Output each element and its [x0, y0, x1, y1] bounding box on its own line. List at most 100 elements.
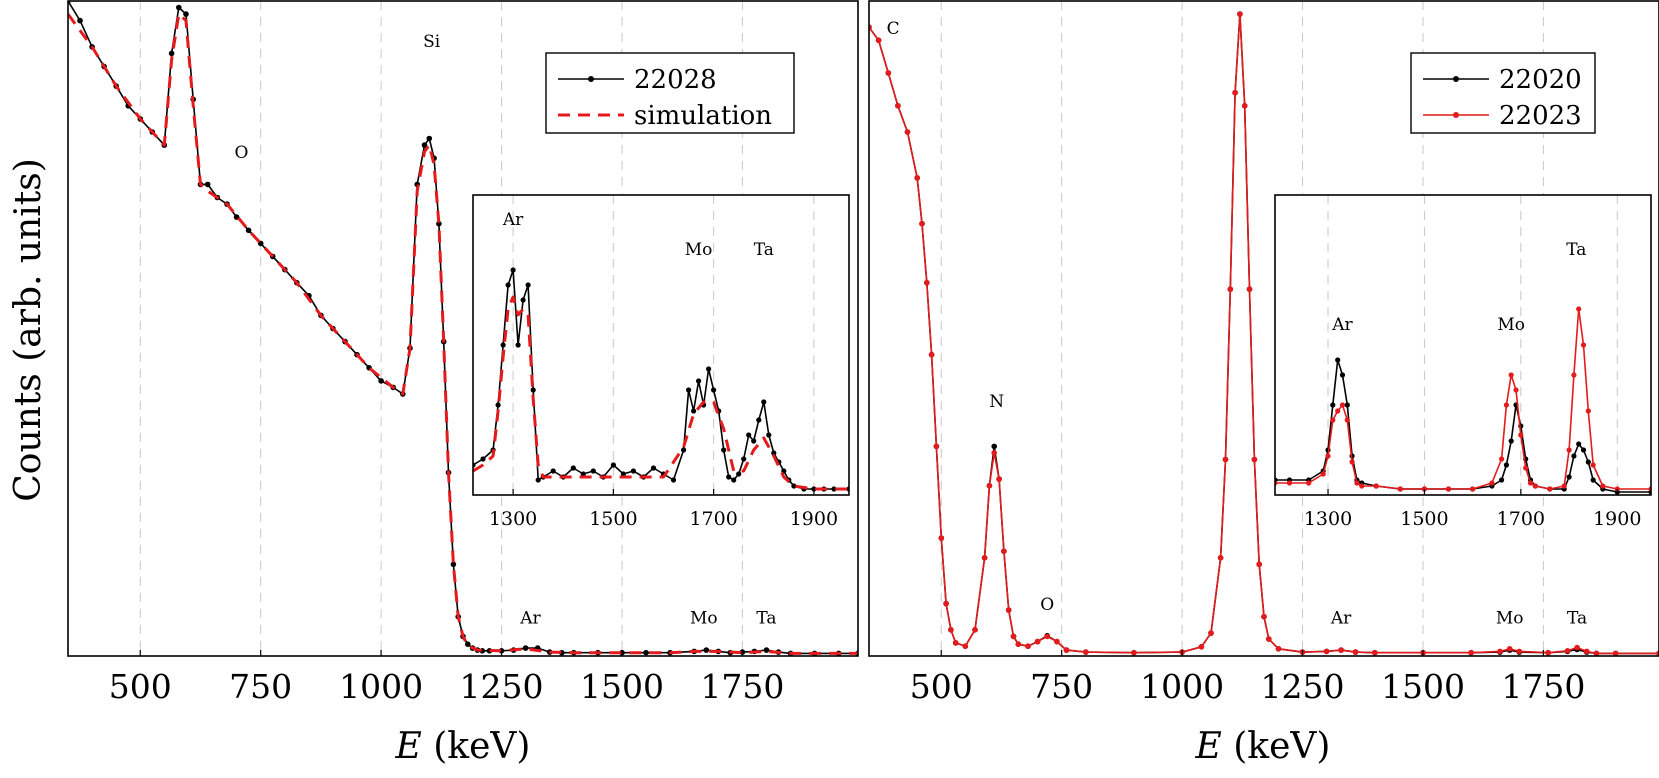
data-point [1034, 638, 1041, 645]
series-simulation [68, 12, 858, 655]
legend-entry: 22023 [1423, 101, 1582, 131]
data-point [691, 408, 697, 414]
data-point [1083, 649, 1089, 655]
data-point [1576, 306, 1582, 312]
data-point [1566, 447, 1572, 453]
x-axis-label-right: E (keV) [1195, 726, 1331, 767]
data-point [520, 297, 526, 303]
data-point [1612, 650, 1619, 656]
data-point [515, 342, 521, 348]
data-point [1198, 644, 1205, 650]
data-point [1005, 607, 1012, 613]
data-point [703, 647, 710, 653]
data-point [721, 447, 727, 453]
data-point [763, 647, 770, 653]
data-point [1445, 486, 1452, 492]
data-point [1217, 555, 1224, 561]
data-point [535, 477, 541, 483]
data-point [1590, 477, 1596, 483]
data-point [426, 135, 433, 142]
data-point [726, 474, 732, 480]
data-point [1330, 417, 1336, 423]
data-point [550, 468, 556, 474]
data-point [885, 70, 892, 76]
peak-label-mo: Mo [1496, 608, 1524, 628]
data-point [168, 50, 175, 57]
data-point [1503, 402, 1509, 408]
peak-label-ar: Ar [1331, 315, 1353, 335]
x-tick-label: 1500 [1381, 667, 1465, 706]
peak-label-ar: Ar [502, 210, 524, 230]
data-point [1571, 372, 1577, 378]
series-22023 [1275, 306, 1651, 492]
plot-area [68, 1, 858, 656]
data-point [1499, 477, 1505, 483]
axis-frame [1274, 194, 1652, 496]
data-point [1566, 474, 1572, 480]
data-point [791, 483, 797, 489]
data-point [1325, 453, 1331, 459]
data-point [933, 443, 940, 450]
peak-label-o: O [234, 143, 248, 163]
legend-box [1410, 52, 1596, 134]
data-point [1585, 408, 1591, 414]
data-point [746, 432, 752, 438]
data-point [1545, 649, 1551, 656]
data-point [996, 476, 1002, 482]
legend: 22020 22023 [1410, 52, 1596, 134]
data-point [761, 399, 767, 405]
data-point [681, 447, 687, 453]
legend-label: 22028 [634, 65, 717, 95]
data-point [643, 649, 649, 656]
legend-label: 22020 [1499, 65, 1582, 95]
peak-label-mo: Mo [690, 608, 718, 628]
data-point [1576, 441, 1582, 447]
data-point [711, 387, 717, 393]
data-point [630, 468, 637, 474]
data-point [948, 627, 954, 633]
data-point [1015, 641, 1022, 647]
data-point [570, 465, 576, 471]
peak-label-si: Si [423, 32, 441, 52]
data-point [751, 438, 757, 444]
peak-label-ta: Ta [754, 240, 774, 260]
data-point [943, 600, 949, 607]
data-point [1580, 447, 1587, 453]
data-point [204, 181, 211, 188]
x-axis-variable: E [1195, 726, 1222, 767]
legend-box [545, 52, 795, 134]
data-point [505, 282, 511, 288]
x-axis-unit: (keV) [1222, 726, 1331, 767]
data-point [1320, 471, 1326, 477]
legend-marker [1453, 112, 1459, 118]
legend-entry: simulation [558, 101, 772, 131]
series-line [473, 295, 849, 491]
x-tick-label: 1500 [580, 667, 664, 706]
data-point [756, 417, 762, 423]
data-point [1131, 649, 1137, 656]
legend: 22028 simulation [545, 52, 795, 134]
x-tick-label: 1700 [1497, 508, 1545, 530]
data-point [500, 342, 506, 348]
data-point [1338, 647, 1344, 653]
data-point [1352, 649, 1359, 655]
data-point [1499, 456, 1505, 462]
data-point [1251, 456, 1258, 463]
data-point [1286, 480, 1293, 486]
peak-label-ta: Ta [756, 608, 776, 628]
data-point [1571, 453, 1577, 459]
axis-frame [67, 0, 859, 657]
data-point [77, 17, 83, 24]
data-point [1373, 483, 1379, 489]
peak-label-ta: Ta [1567, 608, 1587, 628]
data-point [938, 535, 945, 541]
data-point [986, 482, 993, 489]
x-tick-label: 1700 [689, 508, 737, 530]
data-point [741, 456, 747, 462]
data-point [895, 103, 901, 109]
panel-left: NOSiArMoTa500750100012501500175022028sim… [67, 0, 859, 706]
data-point [731, 477, 737, 483]
peak-label-o: O [1040, 595, 1054, 615]
